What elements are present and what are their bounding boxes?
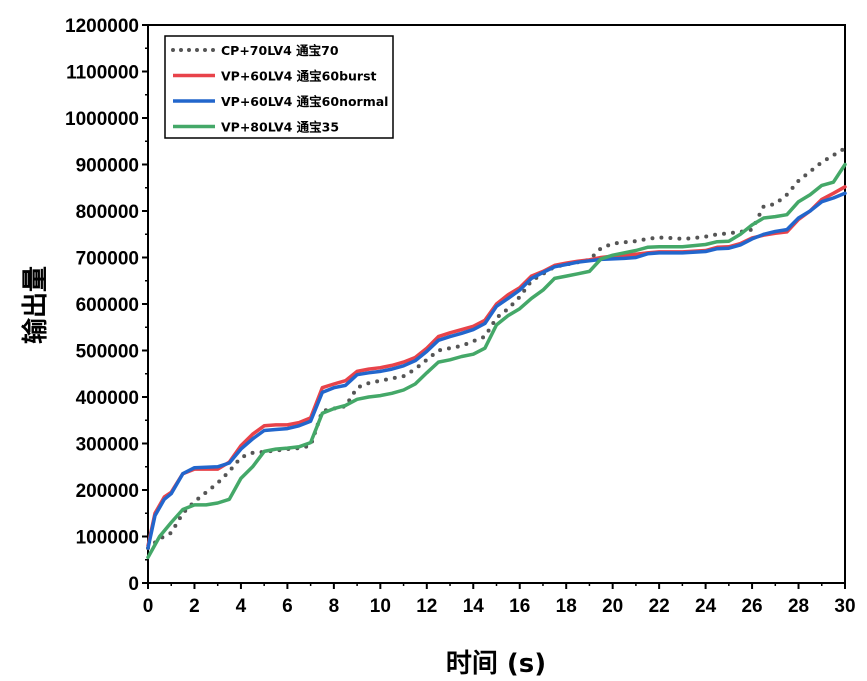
legend-label: VP+60LV4 通宝60normal [221,94,388,109]
legend-label: VP+80LV4 通宝35 [221,120,339,135]
x-tick-label: 0 [143,596,154,617]
x-tick-label: 18 [556,596,577,617]
x-tick-label: 16 [509,596,530,617]
y-tick-label: 400000 [76,388,139,409]
y-tick-label: 900000 [76,156,139,177]
x-tick-label: 4 [236,596,247,617]
x-tick-label: 6 [282,596,293,617]
series-line-1 [146,146,847,551]
legend-label: VP+60LV4 通宝60burst [221,69,377,84]
y-tick-label: 0 [128,574,139,595]
y-tick-label: 500000 [76,342,139,363]
y-tick-label: 700000 [76,249,139,270]
y-tick-label: 1100000 [66,63,139,84]
y-tick-label: 300000 [76,435,139,456]
legend-label: CP+70LV4 通宝70 [221,43,339,58]
x-tick-label: 24 [695,596,717,617]
x-tick-label: 10 [370,596,391,617]
y-tick-label: 600000 [76,295,139,316]
series-line-4 [146,162,847,560]
x-tick-label: 22 [649,596,670,617]
y-axis: 0 100000 200000 300000 400000 500000 600000 700… [65,16,148,595]
y-tick-label: 1000000 [65,109,139,130]
x-axis: 0 2 4 6 8 10 12 14 16 18 20 22 24 26 28 30 [143,583,856,617]
x-tick-label: 30 [834,596,855,617]
x-tick-label: 2 [189,596,200,617]
x-tick-label: 28 [788,596,809,617]
y-tick-label: 100000 [76,528,139,549]
x-tick-label: 20 [602,596,623,617]
x-tick-label: 8 [329,596,340,617]
x-tick-label: 14 [463,596,485,617]
series-line-3 [146,191,847,550]
x-axis-title: 时间 (s) [446,649,546,679]
y-tick-label: 800000 [76,202,139,223]
x-tick-label: 26 [741,596,762,617]
legend: CP+70LV4 通宝70 VP+60LV4 通宝60burst VP+60LV4 … [164,35,394,139]
x-tick-label: 12 [416,596,437,617]
series-line-2 [146,185,847,548]
y-tick-label: 200000 [76,481,139,502]
legend-box [164,35,394,139]
y-axis-title: 输出量 [20,266,51,344]
series-layer [146,146,847,560]
y-tick-label: 1200000 [65,16,139,37]
